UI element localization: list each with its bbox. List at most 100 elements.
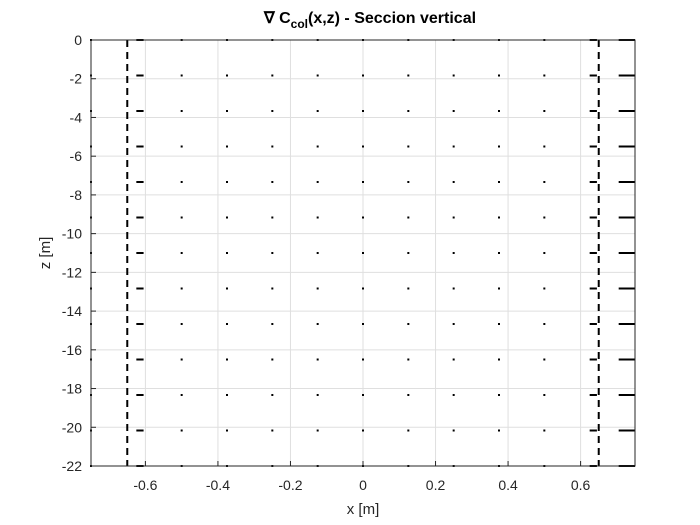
vector-point: [362, 393, 364, 396]
vector-point: [226, 252, 228, 254]
vector-point: [543, 429, 546, 432]
vector-point: [498, 393, 500, 396]
y-tick-label: -8: [70, 187, 83, 203]
vector-point: [226, 110, 228, 113]
vector-point: [498, 287, 500, 290]
vector-point: [180, 74, 183, 77]
vector-point: [543, 252, 546, 254]
vector-point: [452, 180, 455, 183]
vector-point: [498, 323, 500, 326]
vector-point: [226, 358, 228, 361]
vector-point: [271, 358, 274, 361]
grid-lines: [91, 39, 635, 467]
chart-title-suffix: (x,z) - Seccion vertical: [308, 10, 476, 27]
y-tick-label: -10: [62, 226, 82, 242]
x-tick-label: -0.6: [133, 477, 157, 493]
vector-point: [407, 393, 410, 396]
x-tick-label: 0.4: [498, 477, 518, 493]
vector-point: [543, 74, 546, 77]
vector-point: [407, 74, 410, 77]
vector-point: [316, 323, 319, 326]
boundary-lines: [126, 40, 600, 466]
x-tick-label: 0.2: [426, 477, 446, 493]
vector-point: [362, 429, 364, 432]
vector-point: [180, 216, 183, 219]
chart-title: ∇ Ccol(x,z) - Seccion vertical: [263, 10, 476, 31]
vector-point: [226, 216, 228, 219]
vector-point: [316, 393, 319, 396]
vector-point: [226, 429, 228, 432]
chart-title-subscript: col: [291, 17, 308, 31]
vector-point: [407, 429, 410, 432]
vector-point: [180, 145, 183, 148]
vector-point: [452, 287, 455, 290]
vector-point: [543, 358, 546, 361]
vector-point: [226, 180, 228, 183]
vector-point: [362, 180, 364, 183]
vector-point: [498, 145, 500, 148]
vector-point: [407, 287, 410, 290]
y-tick-label: -20: [62, 419, 82, 435]
x-tick-label: -0.4: [206, 477, 230, 493]
vector-point: [226, 287, 228, 290]
vector-point: [543, 216, 546, 219]
vector-point: [452, 216, 455, 219]
y-axis-ticks: 0 -2 -4 -6 -8 -10 -12 -14 -16 -18 -20 -22: [62, 32, 96, 474]
y-tick-label: -18: [62, 381, 82, 397]
vector-point: [362, 287, 364, 290]
vector-point: [452, 393, 455, 396]
x-tick-label: 0: [359, 477, 367, 493]
vector-point: [407, 252, 410, 254]
vector-point: [407, 216, 410, 219]
vector-point: [498, 74, 500, 77]
vector-point: [543, 323, 546, 326]
vector-point: [498, 252, 500, 254]
vector-point: [452, 429, 455, 432]
vector-point: [316, 287, 319, 290]
vector-point: [180, 110, 183, 113]
vector-point: [271, 74, 274, 77]
vector-point: [316, 429, 319, 432]
vector-point: [271, 323, 274, 326]
vector-point: [316, 180, 319, 183]
vector-point: [362, 145, 364, 148]
vector-point: [271, 180, 274, 183]
chart-title-prefix: ∇ C: [263, 10, 291, 27]
vector-point: [226, 74, 228, 77]
vector-point: [452, 74, 455, 77]
vector-point: [407, 358, 410, 361]
vector-point: [180, 358, 183, 361]
vector-point: [316, 358, 319, 361]
vector-point: [498, 180, 500, 183]
vector-point: [452, 110, 455, 113]
vector-point: [543, 110, 546, 113]
vector-point: [180, 252, 183, 254]
y-tick-label: -14: [62, 303, 82, 319]
vector-point: [226, 393, 228, 396]
y-tick-label: -2: [70, 71, 83, 87]
vector-point: [316, 216, 319, 219]
y-tick-label: -4: [70, 109, 83, 125]
vector-point: [498, 358, 500, 361]
x-tick-label: -0.2: [278, 477, 302, 493]
vector-point: [271, 429, 274, 432]
vector-point: [271, 287, 274, 290]
vector-point: [226, 323, 228, 326]
y-tick-label: -12: [62, 264, 82, 280]
vector-point: [316, 252, 319, 254]
vector-point: [407, 145, 410, 148]
vector-point: [316, 110, 319, 113]
y-tick-label: 0: [74, 32, 82, 48]
x-tick-label: 0.6: [571, 477, 591, 493]
vector-point: [271, 145, 274, 148]
vector-point: [498, 110, 500, 113]
vector-point: [362, 216, 364, 219]
vector-point: [543, 393, 546, 396]
vector-point: [180, 429, 183, 432]
vector-point: [362, 110, 364, 113]
vector-point: [271, 216, 274, 219]
x-axis-ticks: -0.6 -0.4 -0.2 0 0.2 0.4 0.6: [133, 461, 591, 493]
vector-point: [543, 180, 546, 183]
vector-point: [316, 145, 319, 148]
